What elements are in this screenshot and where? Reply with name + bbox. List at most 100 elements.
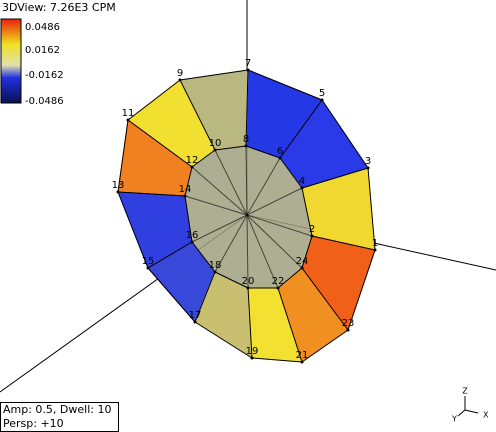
color-label: -0.0486 (25, 96, 64, 107)
status-box (0, 402, 119, 432)
node-label: 10 (209, 138, 222, 149)
mesh-edge (194, 321, 253, 359)
mesh-edge (117, 191, 186, 197)
node-point (246, 286, 250, 290)
mesh-edge (246, 214, 303, 269)
mesh-edge (301, 167, 369, 189)
node-label: 3 (365, 156, 371, 167)
mesh-edge (277, 287, 303, 363)
node-point (190, 165, 194, 169)
mesh-edge (179, 69, 249, 81)
mesh-edge (301, 235, 313, 269)
mesh-edge (279, 157, 303, 189)
node-point (250, 356, 254, 360)
node-point (373, 248, 377, 252)
node-label: 9 (177, 68, 183, 79)
node-point (193, 320, 197, 324)
mesh-edge (245, 69, 249, 147)
mesh-edge (301, 329, 349, 363)
view-title: 3DView: 7.26E3 CPM (2, 1, 116, 14)
node-point (366, 166, 370, 170)
node-label: 6 (277, 146, 283, 157)
mesh-edge (245, 145, 248, 216)
mesh-edge (246, 214, 313, 237)
node-point (300, 360, 304, 364)
node-label: 18 (209, 260, 222, 271)
mesh-edge (191, 166, 248, 216)
mesh-edge (127, 79, 181, 121)
mesh-edge (147, 267, 196, 323)
mesh-edge (367, 167, 376, 251)
node-point (278, 156, 282, 160)
mesh-edge (251, 357, 303, 363)
node-label: 16 (186, 230, 199, 241)
mesh-edge (246, 187, 303, 216)
mesh-edge (214, 149, 248, 216)
node-label: 5 (319, 88, 325, 99)
mesh-edge (347, 249, 376, 331)
node-label: 24 (296, 256, 309, 267)
mesh-edge (277, 267, 303, 289)
node-point (213, 148, 217, 152)
node-label: 7 (245, 58, 251, 69)
mesh-edge (301, 267, 349, 331)
node-point (190, 240, 194, 244)
node-point (178, 78, 182, 82)
node-label: 4 (299, 176, 305, 187)
mesh-edge (214, 214, 248, 273)
status-line: Amp: 0.5, Dwell: 10 (3, 403, 111, 416)
mesh-edge (191, 149, 216, 168)
node-label: 8 (243, 134, 249, 145)
node-point (213, 270, 217, 274)
mesh-edge (246, 214, 249, 289)
triad-label: Y (451, 415, 457, 424)
mesh-edge (179, 79, 216, 151)
color-bar (0, 18, 22, 104)
mesh-edge (147, 241, 193, 269)
node-label: 2 (309, 224, 315, 235)
node-label: 14 (179, 184, 192, 195)
color-label: 0.0486 (25, 22, 60, 33)
node-label: 12 (186, 155, 199, 166)
mesh-edge (321, 99, 369, 169)
mesh-edge (245, 145, 281, 159)
status-line: Persp: +10 (3, 417, 64, 430)
mesh-edge (184, 195, 193, 243)
node-label: 11 (122, 108, 135, 119)
node-point (310, 234, 314, 238)
node-label: 1 (372, 238, 378, 249)
mesh-edge (301, 187, 313, 237)
node-label: 21 (296, 350, 309, 361)
triad-label: X (483, 411, 489, 420)
node-label: 20 (242, 276, 255, 287)
mesh-edge (246, 214, 279, 289)
node-point (116, 190, 120, 194)
mesh-edge (194, 271, 216, 323)
node-point (276, 286, 280, 290)
mesh-edge (117, 191, 149, 269)
mesh-edge (127, 119, 193, 168)
mesh-edge (247, 287, 253, 359)
node-label: 23 (342, 318, 355, 329)
mesh-edge (117, 119, 129, 193)
node-label: 19 (246, 346, 259, 357)
node-point (246, 68, 250, 72)
color-label: 0.0162 (25, 45, 60, 56)
mesh-edge (247, 69, 323, 101)
mesh-edge (279, 99, 323, 159)
triad-label: Z (462, 387, 468, 396)
mesh-edge (246, 157, 281, 216)
node-point (300, 266, 304, 270)
node-point (346, 328, 350, 332)
color-label: -0.0162 (25, 70, 64, 81)
node-label: 15 (142, 256, 155, 267)
node-point (300, 186, 304, 190)
mesh-edge (184, 195, 248, 216)
mesh-edge (191, 214, 248, 243)
mesh-edge (214, 271, 249, 289)
mesh-edge (191, 241, 216, 273)
node-point (244, 144, 248, 148)
mesh-edge (214, 145, 247, 151)
